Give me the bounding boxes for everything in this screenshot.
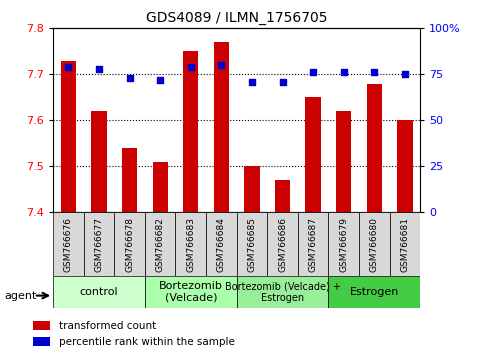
Text: GSM766683: GSM766683 <box>186 217 195 272</box>
Point <box>279 79 286 85</box>
FancyBboxPatch shape <box>298 212 328 276</box>
FancyBboxPatch shape <box>145 212 175 276</box>
Point <box>248 79 256 85</box>
FancyBboxPatch shape <box>175 212 206 276</box>
FancyBboxPatch shape <box>145 276 237 308</box>
Bar <box>122 148 137 212</box>
Point <box>370 70 378 75</box>
FancyBboxPatch shape <box>53 276 145 308</box>
Point <box>126 75 133 81</box>
Text: control: control <box>80 287 118 297</box>
Point <box>187 64 195 70</box>
FancyBboxPatch shape <box>359 212 390 276</box>
Text: percentile rank within the sample: percentile rank within the sample <box>59 337 235 347</box>
Bar <box>244 166 260 212</box>
Point <box>156 77 164 83</box>
Bar <box>33 337 50 346</box>
Bar <box>33 321 50 330</box>
Bar <box>305 97 321 212</box>
Text: Bortezomib (Velcade) +
Estrogen: Bortezomib (Velcade) + Estrogen <box>225 281 341 303</box>
FancyBboxPatch shape <box>267 212 298 276</box>
FancyBboxPatch shape <box>53 212 84 276</box>
Bar <box>397 120 412 212</box>
FancyBboxPatch shape <box>206 212 237 276</box>
Text: GSM766679: GSM766679 <box>339 217 348 272</box>
Bar <box>61 61 76 212</box>
Text: GSM766687: GSM766687 <box>309 217 318 272</box>
Text: transformed count: transformed count <box>59 321 156 331</box>
Bar <box>367 84 382 212</box>
Point <box>401 72 409 77</box>
Text: GSM766676: GSM766676 <box>64 217 73 272</box>
FancyBboxPatch shape <box>390 212 420 276</box>
FancyBboxPatch shape <box>328 212 359 276</box>
Bar <box>153 162 168 212</box>
FancyBboxPatch shape <box>237 212 267 276</box>
FancyBboxPatch shape <box>328 276 420 308</box>
Text: GSM766685: GSM766685 <box>247 217 256 272</box>
Text: Estrogen: Estrogen <box>350 287 399 297</box>
Bar <box>91 111 107 212</box>
Point <box>217 62 225 68</box>
Point <box>340 70 348 75</box>
Text: Bortezomib
(Velcade): Bortezomib (Velcade) <box>159 281 223 303</box>
Text: GSM766677: GSM766677 <box>95 217 103 272</box>
Point <box>95 66 103 72</box>
FancyBboxPatch shape <box>237 276 328 308</box>
Text: GDS4089 / ILMN_1756705: GDS4089 / ILMN_1756705 <box>146 11 327 25</box>
Bar <box>183 51 199 212</box>
Text: GSM766678: GSM766678 <box>125 217 134 272</box>
Text: GSM766681: GSM766681 <box>400 217 410 272</box>
Bar <box>213 42 229 212</box>
Text: agent: agent <box>5 291 37 301</box>
FancyBboxPatch shape <box>84 212 114 276</box>
Text: GSM766680: GSM766680 <box>370 217 379 272</box>
Bar <box>336 111 352 212</box>
Text: GSM766682: GSM766682 <box>156 217 165 272</box>
Text: GSM766686: GSM766686 <box>278 217 287 272</box>
Point <box>65 64 72 70</box>
Bar <box>275 180 290 212</box>
Text: GSM766684: GSM766684 <box>217 217 226 272</box>
Point <box>309 70 317 75</box>
FancyBboxPatch shape <box>114 212 145 276</box>
